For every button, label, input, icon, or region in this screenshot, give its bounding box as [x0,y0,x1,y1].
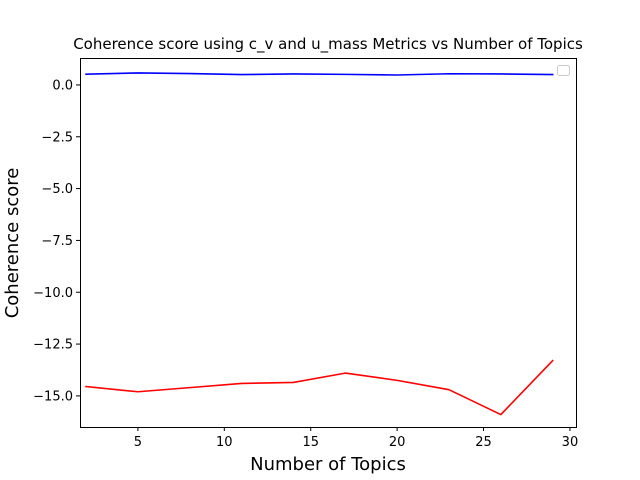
plot-frame [80,58,577,428]
series-layer [85,72,554,416]
y-tick-label: −12.5 [33,338,73,353]
x-axis: 5 10 15 20 25 30 [134,427,578,450]
y-tick-label: 0.0 [52,78,73,93]
y-tick-label: −7.5 [41,234,73,249]
legend-box [557,65,570,76]
x-tick-label: 5 [134,435,142,450]
series-line-2 [85,359,554,416]
x-tick-label: 10 [216,435,233,450]
chart-title: Coherence score using c_v and u_mass Met… [73,35,583,54]
y-tick-label: −15.0 [33,389,73,404]
series-line-1 [85,72,554,76]
x-axis-label: Number of Topics [250,454,406,475]
x-tick-label: 20 [389,435,406,450]
y-tick-label: −2.5 [41,130,73,145]
x-tick-label: 25 [475,435,492,450]
y-tick-label: −10.0 [33,286,73,301]
y-axis: 0.0 −2.5 −5.0 −7.5 −10.0 −12.5 −15.0 [33,78,80,404]
x-tick-label: 15 [302,435,319,450]
y-axis-label: Coherence score [2,168,23,319]
x-tick-label: 30 [562,435,579,450]
y-tick-label: −5.0 [41,182,73,197]
